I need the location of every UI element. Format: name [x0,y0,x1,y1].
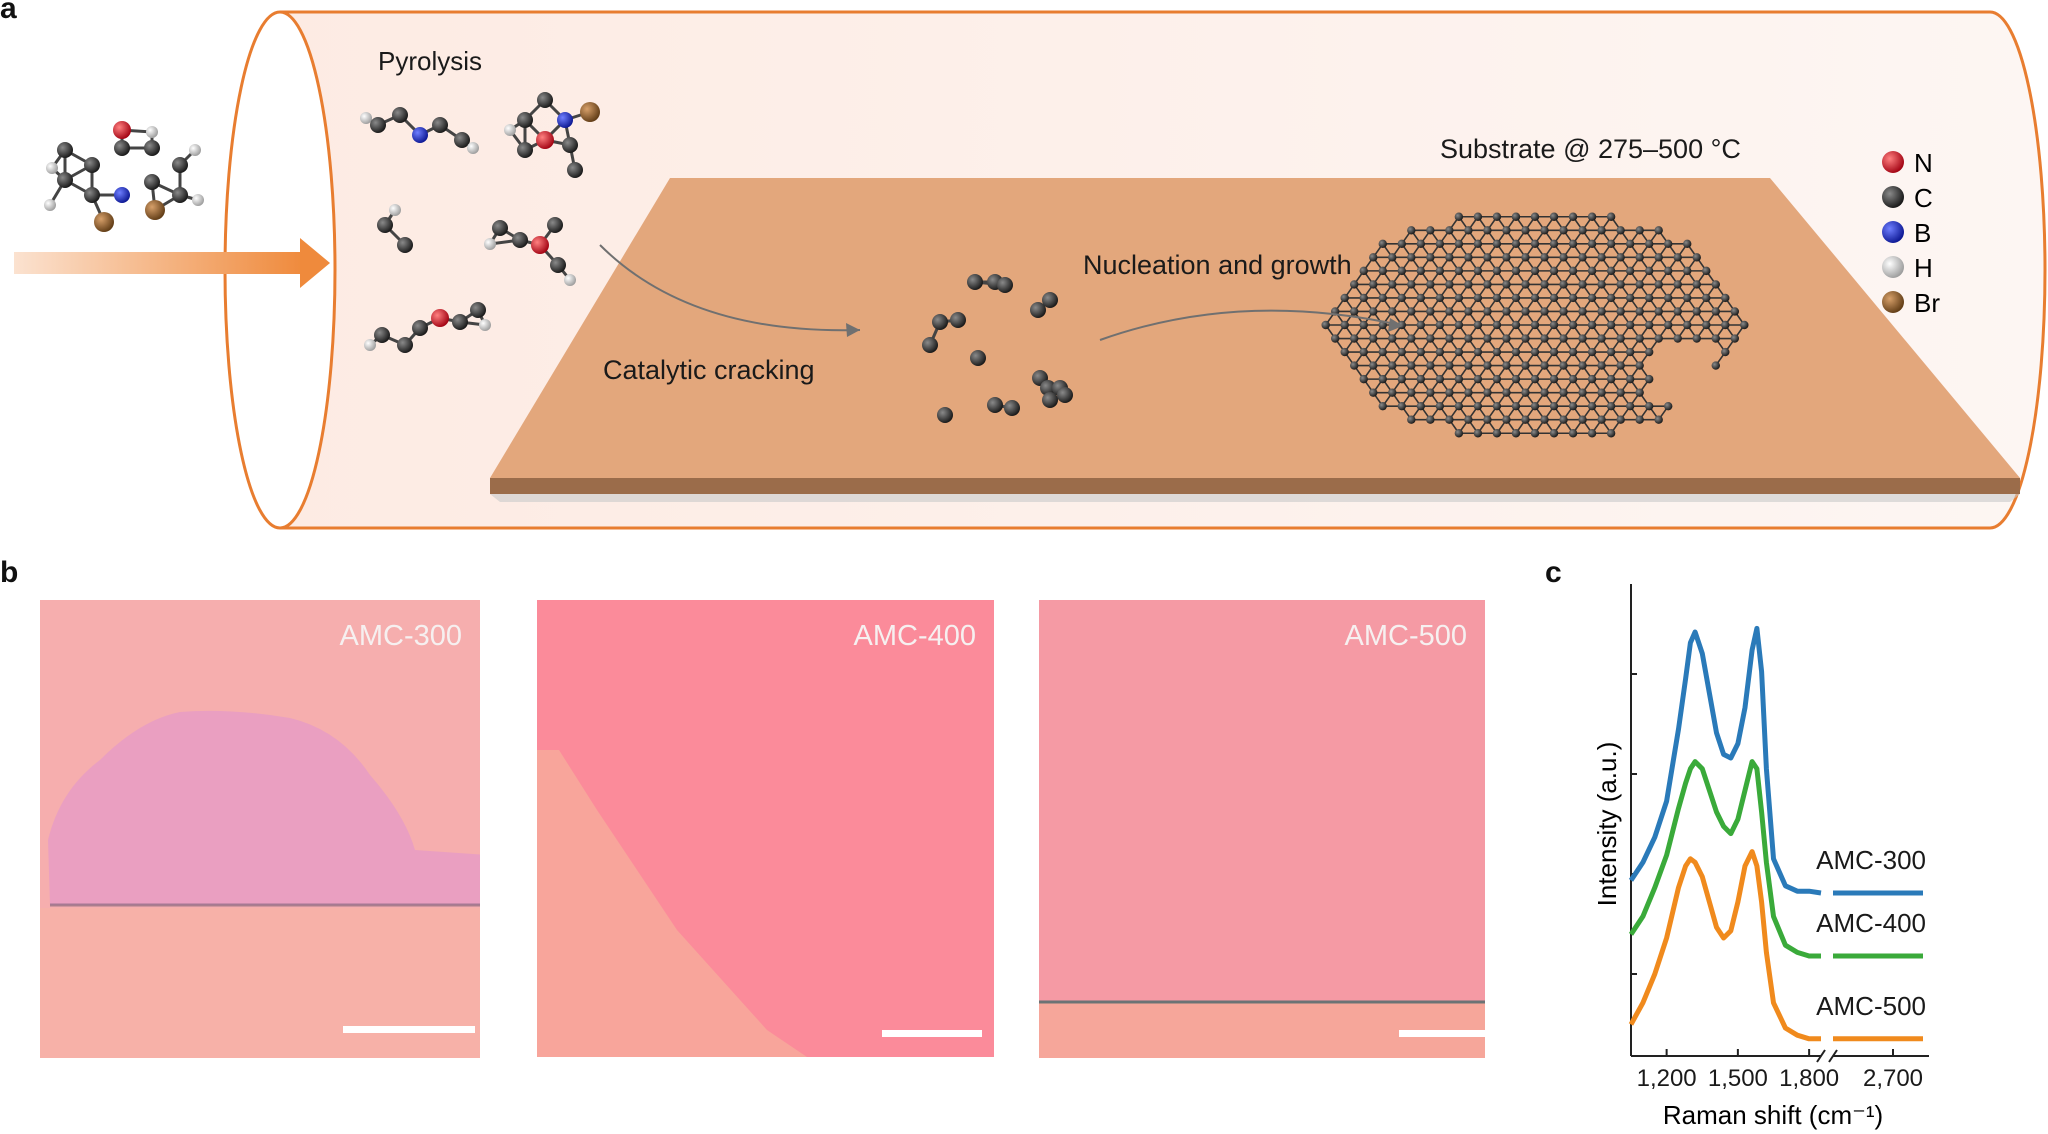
label-substrate: Substrate @ 275–500 °C [1440,134,1741,164]
scale-bar [1399,1030,1485,1037]
y-axis-label: Intensity (a.u.) [1592,742,1622,907]
x-tick-label: 1,800 [1779,1065,1839,1092]
series-line-amc-500 [1628,849,1821,1042]
panel-a-figure: Pyrolysis Catalytic cracking Nucleation … [14,10,2047,530]
series-line-amc-300 [1628,625,1822,896]
micrograph-amc-500: AMC-500 [1039,600,1485,1058]
series-line-amc-400 [1628,759,1821,959]
legend-label-h: H [1914,253,1933,283]
micrograph-label: AMC-500 [1344,620,1468,652]
growth-arrow [1099,309,1401,341]
element-legend: N C B H Br [1882,148,1940,318]
x-axis-label: Raman shift (cm⁻¹) [1663,1100,1883,1130]
micrograph-amc-300: AMC-300 [40,600,480,1058]
legend-dot-b [1882,221,1904,243]
precursor-molecules [44,92,1073,423]
scale-bar [882,1030,982,1037]
film-region [40,710,480,1058]
series-label-amc-500: AMC-500 [1816,991,1926,1021]
label-pyrolysis: Pyrolysis [378,46,482,76]
legend-dot-br [1882,291,1904,313]
legend-dot-h [1882,256,1904,278]
substrate-slab [490,178,2020,502]
chart-labels: AMC-300 AMC-400 AMC-500 [1816,845,1926,1021]
panel-b-letter: b [0,556,19,589]
inlet-arrow [14,238,330,288]
scale-bar [343,1026,475,1033]
chart-series [1628,625,1923,1042]
micrograph-label: AMC-400 [853,620,977,652]
micrograph-amc-400: AMC-400 [537,600,994,1057]
legend-label-b: B [1914,218,1931,248]
panel-c-letter: c [1545,556,1562,589]
label-catalytic: Catalytic cracking [603,355,815,385]
micrograph-label: AMC-300 [339,620,463,652]
label-nucleation: Nucleation and growth [1083,250,1352,280]
series-label-amc-400: AMC-400 [1816,908,1926,938]
x-tick-label: 1,200 [1637,1065,1697,1092]
film-edge [1039,1000,1485,1058]
legend-dot-c [1882,186,1904,208]
cracking-arrow [599,244,861,332]
panel-a-letter: a [0,0,17,25]
legend-label-br: Br [1914,288,1940,318]
legend-dot-n [1882,151,1904,173]
legend-label-c: C [1914,183,1933,213]
legend-label-n: N [1914,148,1933,178]
carbon-network [1321,212,1749,438]
raman-chart: 1,200 1,500 1,800 2,700 AMC-300 AMC-400 AMC-5… [1592,584,1929,1130]
film-edge [537,750,807,1057]
x-tick-label: 2,700 [1863,1065,1923,1092]
x-tick-label: 1,500 [1708,1065,1768,1092]
chart-axes: 1,200 1,500 1,800 2,700 [1630,584,1929,1092]
series-label-amc-300: AMC-300 [1816,845,1926,875]
